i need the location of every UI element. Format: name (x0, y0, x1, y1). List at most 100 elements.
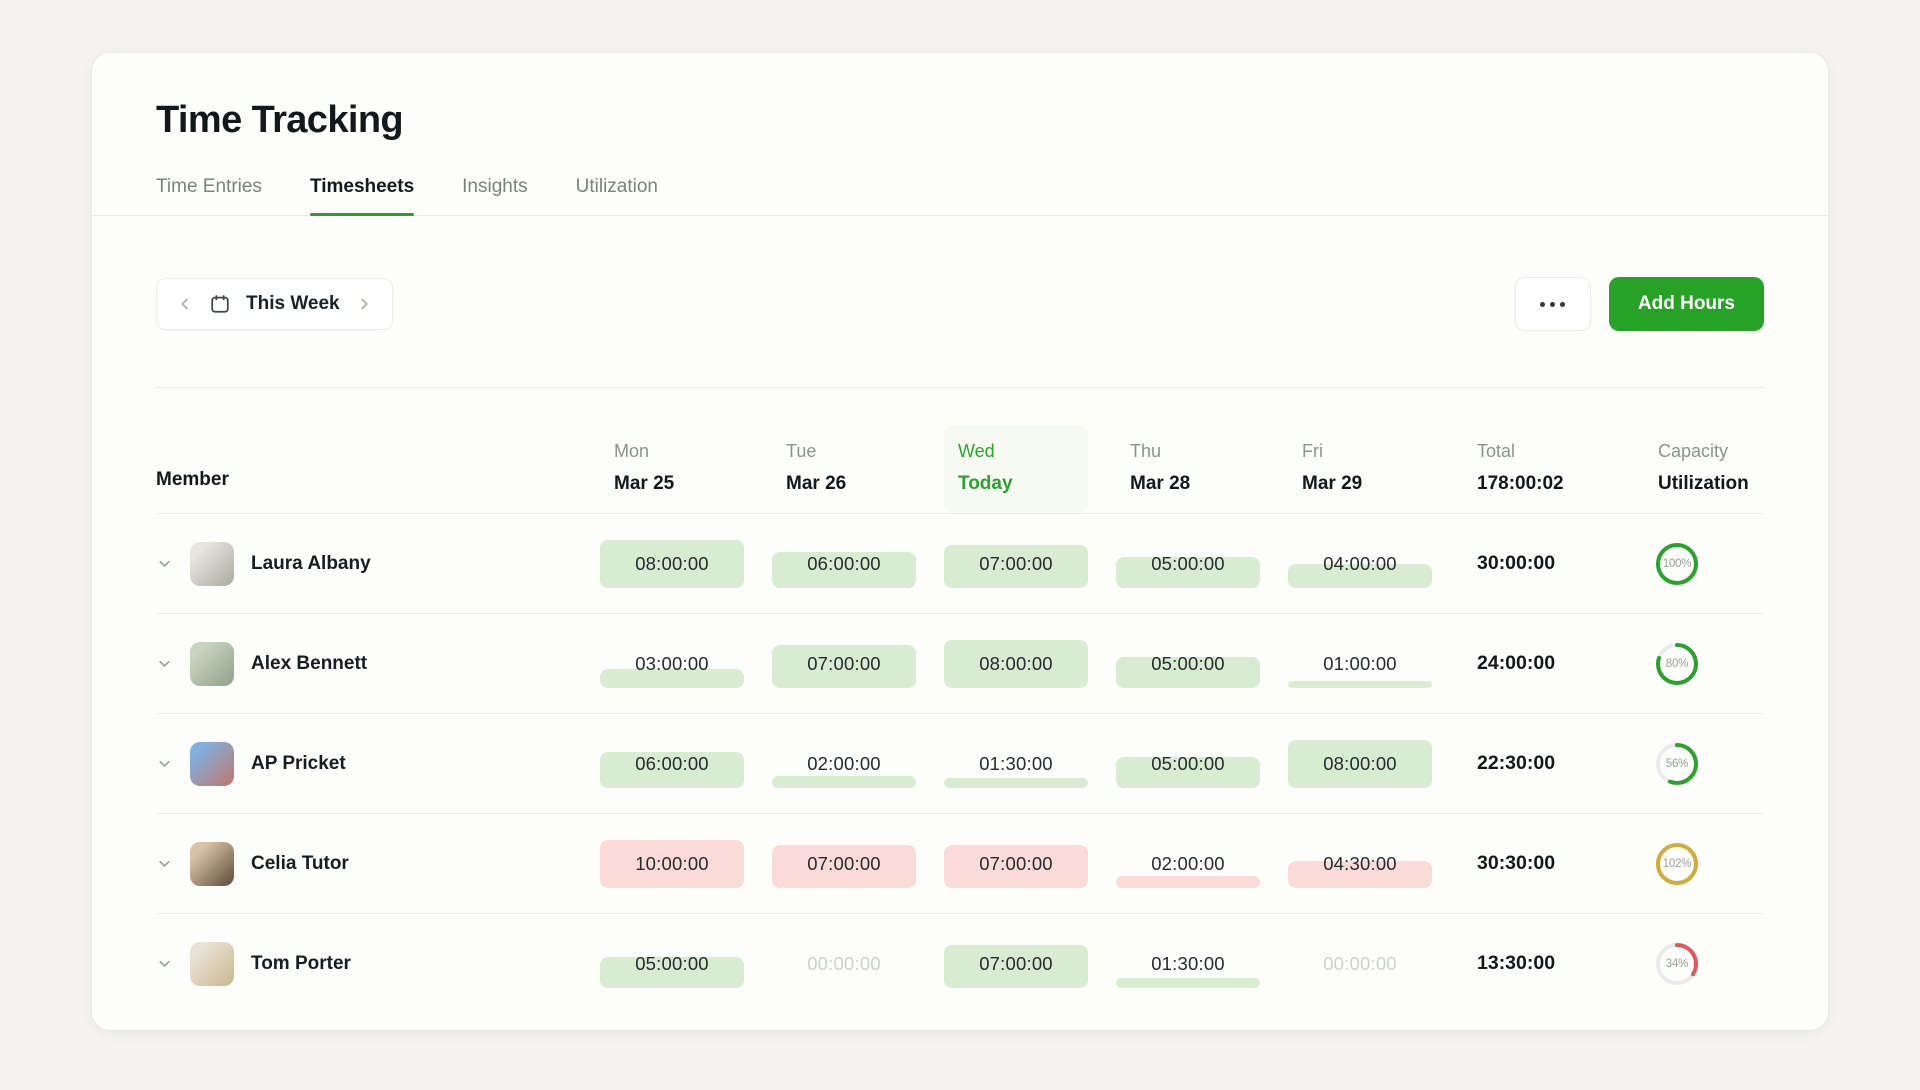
hours-fill-bar (600, 539, 744, 588)
member-name: Laura Albany (251, 552, 371, 574)
time-entry-cell[interactable]: 00:00:00 (1288, 940, 1432, 988)
hours-fill-bar (944, 639, 1088, 688)
more-options-button[interactable] (1514, 277, 1591, 331)
hours-fill-bar (1116, 978, 1260, 988)
avatar (190, 941, 234, 986)
time-entry-cell[interactable]: 05:00:00 (1116, 540, 1260, 588)
time-entry-cell[interactable]: 02:00:00 (1116, 840, 1260, 888)
day-cell-wrap: 00:00:00 (772, 940, 944, 988)
hours-fill-bar (944, 945, 1088, 988)
time-value: 05:00:00 (1151, 652, 1225, 674)
time-entry-cell[interactable]: 01:30:00 (1116, 940, 1260, 988)
time-value: 07:00:00 (979, 852, 1053, 874)
time-entry-cell[interactable]: 07:00:00 (944, 940, 1088, 988)
time-entry-cell[interactable]: 06:00:00 (600, 740, 744, 788)
time-value: 06:00:00 (635, 752, 709, 774)
avatar (190, 741, 234, 786)
capacity-ring: 56% (1654, 741, 1700, 787)
time-value: 05:00:00 (1151, 552, 1225, 574)
tab-insights[interactable]: Insights (462, 176, 528, 197)
day-date-label: Mar 28 (1130, 473, 1191, 494)
time-entry-cell[interactable]: 04:00:00 (1288, 540, 1432, 588)
member-name: AP Pricket (251, 752, 346, 774)
hours-fill-bar (1116, 875, 1260, 888)
time-entry-cell[interactable]: 03:00:00 (600, 640, 744, 688)
day-name-label: Mon (614, 441, 650, 461)
time-value: 07:00:00 (807, 652, 881, 674)
time-value: 00:00:00 (1323, 952, 1397, 974)
member-name: Tom Porter (251, 952, 351, 974)
time-entry-cell[interactable]: 01:30:00 (944, 740, 1088, 788)
time-entry-cell[interactable]: 05:00:00 (1116, 740, 1260, 788)
time-value: 01:30:00 (979, 752, 1053, 774)
time-entry-cell[interactable]: 08:00:00 (1288, 739, 1432, 788)
table-body: Laura Albany 08:00:00 06:00:00 07:00:00 … (156, 513, 1764, 1013)
time-value: 08:00:00 (1323, 752, 1397, 774)
capacity-percentage: 100% (1662, 557, 1692, 570)
time-value: 08:00:00 (979, 652, 1053, 674)
hours-fill-bar (772, 551, 916, 588)
time-entry-cell[interactable]: 04:30:00 (1288, 840, 1432, 888)
time-entry-cell[interactable]: 08:00:00 (944, 639, 1088, 688)
capacity-ring: 34% (1654, 941, 1700, 987)
chevron-down-icon[interactable] (156, 555, 173, 572)
time-entry-cell[interactable]: 07:00:00 (944, 840, 1088, 888)
add-hours-button[interactable]: Add Hours (1608, 277, 1764, 331)
day-cell-wrap: 01:00:00 (1288, 640, 1460, 688)
member-cell: Tom Porter (156, 941, 600, 986)
day-cell-wrap: 05:00:00 (1116, 740, 1288, 788)
day-cell-wrap: 06:00:00 (600, 740, 772, 788)
week-navigator: This Week (156, 278, 393, 330)
hours-fill-bar (1116, 557, 1260, 588)
time-entry-cell[interactable]: 07:00:00 (772, 840, 916, 888)
day-cell-wrap: 02:00:00 (1116, 840, 1288, 888)
time-entry-cell[interactable]: 07:00:00 (772, 640, 916, 688)
tab-utilization[interactable]: Utilization (575, 176, 658, 197)
day-date-label: Mar 25 (614, 473, 675, 494)
day-cell-wrap: 07:00:00 (944, 540, 1116, 588)
total-header-value: 178:00:02 (1477, 473, 1564, 494)
time-entry-cell[interactable]: 07:00:00 (944, 540, 1088, 588)
member-cell: Alex Bennett (156, 641, 600, 686)
day-cell-wrap: 08:00:00 (600, 539, 772, 588)
day-date-label: Today (958, 473, 1013, 494)
time-value: 04:00:00 (1323, 552, 1397, 574)
time-value: 02:00:00 (807, 752, 881, 774)
table-row: AP Pricket 06:00:00 02:00:00 01:30:00 05… (156, 713, 1764, 813)
time-entry-cell[interactable]: 08:00:00 (600, 539, 744, 588)
week-label[interactable]: This Week (246, 293, 340, 314)
chevron-right-icon[interactable] (355, 295, 373, 313)
day-name-label: Fri (1302, 441, 1323, 461)
calendar-icon (211, 295, 229, 313)
avatar (190, 841, 234, 886)
chevron-down-icon[interactable] (156, 955, 173, 972)
time-entry-cell[interactable]: 05:00:00 (600, 940, 744, 988)
time-entry-cell[interactable]: 06:00:00 (772, 540, 916, 588)
time-value: 10:00:00 (635, 852, 709, 874)
time-value: 07:00:00 (979, 952, 1053, 974)
tab-timesheets[interactable]: Timesheets (309, 176, 415, 216)
day-cell-wrap: 01:30:00 (1116, 940, 1288, 988)
chevron-down-icon[interactable] (156, 655, 173, 672)
time-entry-cell[interactable]: 00:00:00 (772, 940, 916, 988)
hours-fill-bar (772, 845, 916, 888)
member-name: Alex Bennett (251, 652, 368, 674)
hours-fill-bar (1288, 563, 1432, 588)
day-cell-wrap: 02:00:00 (772, 740, 944, 788)
capacity-percentage: 56% (1665, 757, 1689, 770)
tab-time-entries[interactable]: Time Entries (156, 176, 262, 197)
time-value: 04:30:00 (1323, 852, 1397, 874)
chevron-left-icon[interactable] (176, 295, 194, 313)
time-entry-cell[interactable]: 01:00:00 (1288, 640, 1432, 688)
chevron-down-icon[interactable] (156, 855, 173, 872)
time-entry-cell[interactable]: 02:00:00 (772, 740, 916, 788)
chevron-down-icon[interactable] (156, 755, 173, 772)
time-entry-cell[interactable]: 10:00:00 (600, 839, 744, 888)
time-tracking-card: Time Tracking Time Entries Timesheets Insi… (92, 53, 1828, 1030)
time-entry-cell[interactable]: 05:00:00 (1116, 640, 1260, 688)
hours-fill-bar (600, 751, 744, 788)
day-cell-wrap: 08:00:00 (1288, 739, 1460, 788)
capacity-ring-svg (1656, 842, 1698, 885)
avatar (190, 641, 234, 686)
